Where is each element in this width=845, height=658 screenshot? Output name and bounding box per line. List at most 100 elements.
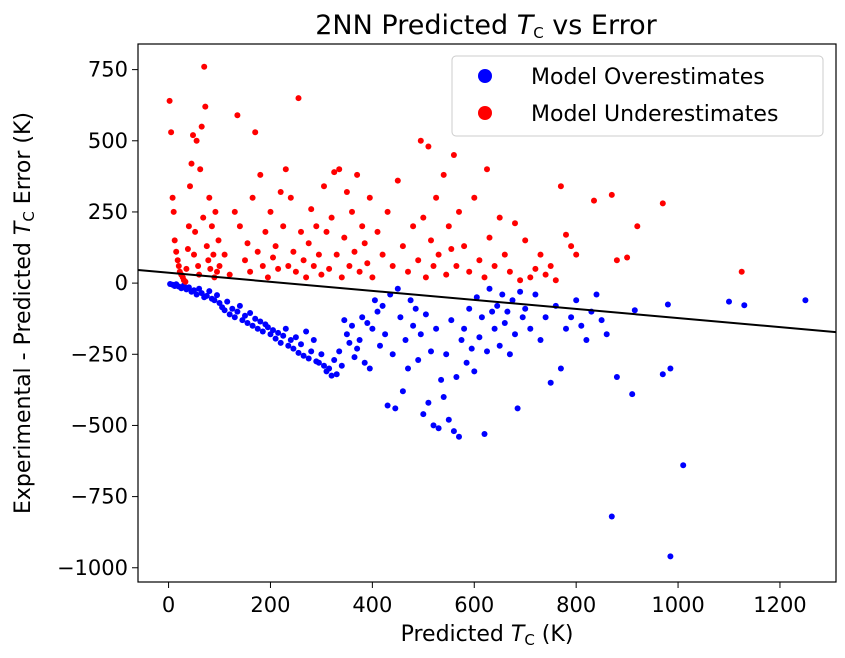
data-point bbox=[210, 251, 217, 258]
data-point bbox=[226, 311, 233, 318]
data-point bbox=[443, 351, 450, 358]
data-point bbox=[356, 268, 363, 275]
data-point bbox=[394, 177, 401, 184]
data-point bbox=[366, 365, 373, 372]
data-point bbox=[371, 297, 378, 304]
data-point bbox=[491, 263, 498, 269]
x-tick-label: 600 bbox=[454, 593, 494, 617]
data-point bbox=[236, 302, 243, 309]
data-point bbox=[557, 183, 564, 190]
data-point bbox=[328, 214, 335, 221]
data-point bbox=[175, 263, 182, 269]
data-point bbox=[229, 305, 236, 312]
data-point bbox=[461, 325, 468, 332]
data-point bbox=[182, 278, 189, 285]
data-point bbox=[466, 305, 473, 312]
data-point bbox=[351, 354, 358, 361]
data-point bbox=[290, 248, 297, 255]
data-point bbox=[343, 189, 350, 195]
data-point bbox=[738, 268, 745, 275]
data-point bbox=[443, 271, 450, 278]
plot-frame bbox=[137, 43, 837, 583]
x-tick-label: 0 bbox=[162, 593, 175, 617]
data-point bbox=[216, 300, 223, 306]
data-point bbox=[591, 197, 597, 204]
data-point bbox=[192, 228, 199, 235]
x-axis-ticks: 0 200 400 600 800 1000 1200 bbox=[162, 582, 807, 617]
data-point bbox=[484, 348, 490, 355]
legend-frame bbox=[451, 55, 824, 137]
data-point bbox=[374, 308, 381, 315]
data-point bbox=[264, 274, 271, 281]
data-point bbox=[308, 348, 315, 355]
y-tick-label: 250 bbox=[88, 200, 128, 224]
data-point bbox=[568, 314, 575, 321]
data-point bbox=[463, 359, 470, 366]
data-point bbox=[323, 228, 330, 235]
data-point bbox=[295, 95, 302, 102]
data-point bbox=[435, 251, 442, 258]
data-point bbox=[203, 243, 210, 250]
data-point bbox=[399, 243, 406, 250]
data-point bbox=[506, 268, 513, 275]
data-point bbox=[292, 268, 299, 275]
chart-title: 2NN Predicted TC vs Error bbox=[315, 10, 657, 42]
data-point bbox=[664, 301, 671, 308]
data-point bbox=[481, 431, 488, 437]
data-point bbox=[326, 265, 333, 272]
fit-line bbox=[138, 269, 836, 334]
y-axis-label: Experimental - Predicted TC Error (K) bbox=[11, 112, 38, 514]
data-point bbox=[392, 405, 399, 412]
data-point bbox=[277, 189, 284, 195]
data-point bbox=[231, 314, 238, 321]
x-tick-label: 800 bbox=[556, 593, 596, 617]
data-point bbox=[282, 325, 289, 332]
data-point bbox=[205, 257, 212, 264]
data-point bbox=[315, 359, 322, 366]
data-point bbox=[461, 243, 468, 250]
plot-area bbox=[137, 43, 837, 583]
series-underestimates bbox=[166, 63, 745, 285]
data-point bbox=[598, 317, 605, 324]
data-point bbox=[519, 314, 526, 321]
data-point bbox=[450, 152, 457, 158]
data-point bbox=[318, 351, 325, 358]
data-point bbox=[254, 248, 261, 255]
x-axis-label: Predicted TC (K) bbox=[401, 622, 574, 649]
data-point bbox=[300, 257, 307, 264]
data-point bbox=[190, 132, 196, 139]
data-point bbox=[257, 171, 264, 178]
data-point bbox=[285, 342, 292, 349]
data-point bbox=[336, 348, 343, 355]
data-point bbox=[346, 339, 353, 346]
data-point bbox=[440, 394, 447, 400]
data-point bbox=[537, 337, 544, 343]
data-point bbox=[537, 251, 544, 258]
data-point bbox=[420, 214, 427, 221]
data-point bbox=[445, 223, 452, 230]
data-point bbox=[184, 246, 191, 252]
data-point bbox=[275, 265, 282, 272]
data-point bbox=[629, 391, 636, 398]
data-point bbox=[377, 342, 383, 349]
data-point bbox=[310, 263, 317, 269]
data-point bbox=[481, 274, 488, 281]
data-point bbox=[341, 234, 348, 241]
data-point bbox=[315, 251, 322, 258]
data-point bbox=[249, 194, 256, 201]
data-point bbox=[415, 257, 422, 264]
data-point bbox=[264, 324, 271, 331]
data-point bbox=[509, 297, 516, 304]
data-point bbox=[197, 166, 204, 173]
data-point bbox=[420, 411, 427, 418]
data-point bbox=[680, 462, 687, 469]
data-point bbox=[517, 288, 524, 295]
data-point bbox=[338, 274, 345, 281]
data-point bbox=[527, 325, 534, 332]
data-point bbox=[236, 223, 243, 230]
data-point bbox=[382, 331, 389, 338]
data-point bbox=[453, 374, 460, 380]
data-point bbox=[310, 337, 317, 343]
data-point bbox=[726, 298, 732, 305]
data-point bbox=[402, 337, 409, 343]
